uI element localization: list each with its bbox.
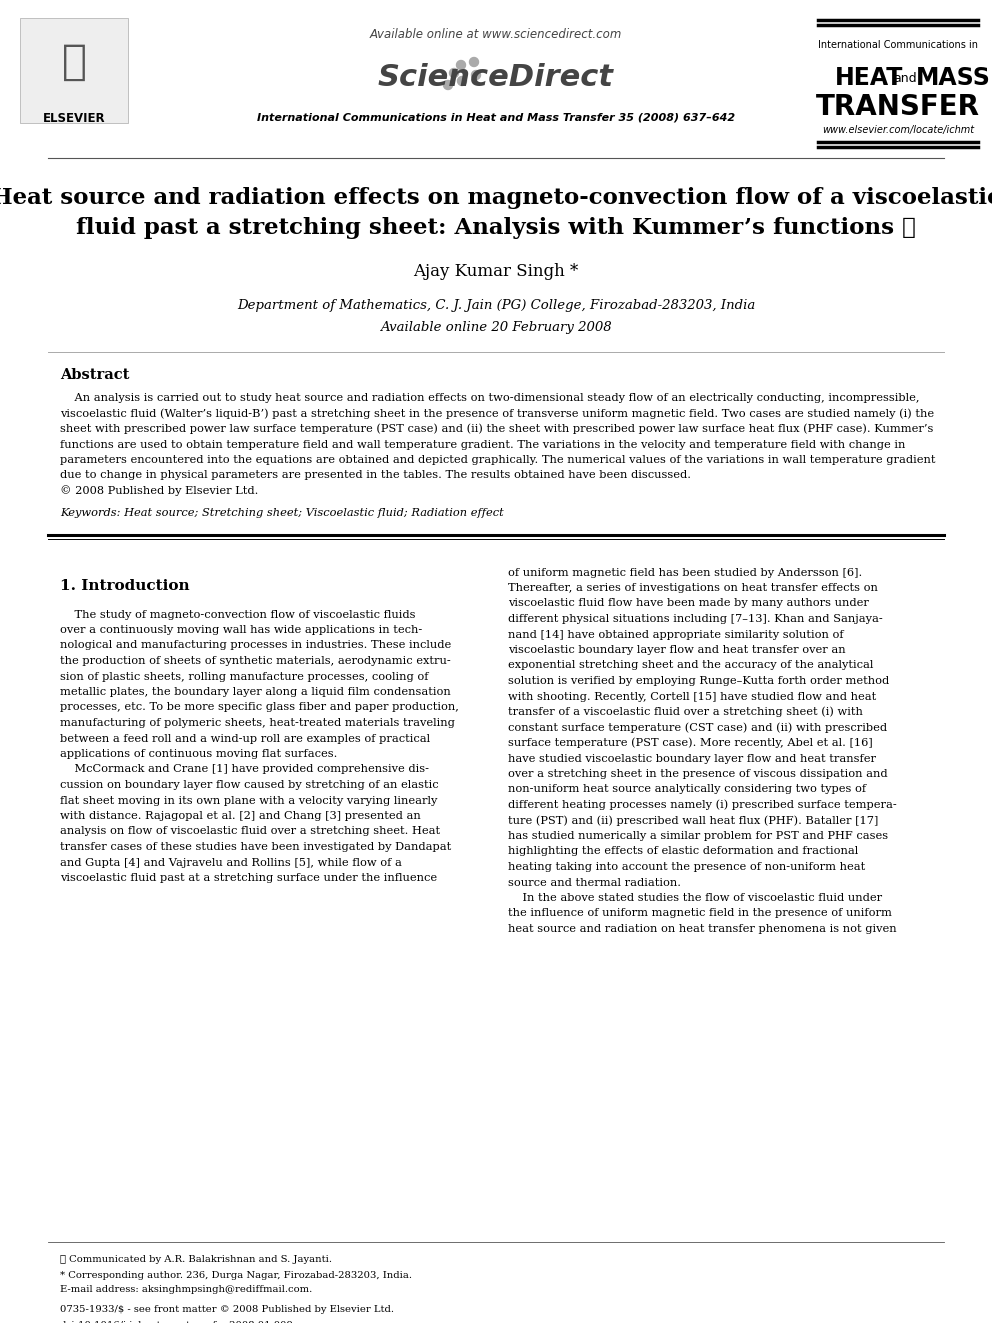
Text: transfer of a viscoelastic fluid over a stretching sheet (i) with: transfer of a viscoelastic fluid over a … [508, 706, 863, 717]
Text: different physical situations including [7–13]. Khan and Sanjaya-: different physical situations including … [508, 614, 883, 624]
Text: An analysis is carried out to study heat source and radiation effects on two-dim: An analysis is carried out to study heat… [60, 393, 920, 404]
Text: parameters encountered into the equations are obtained and depicted graphically.: parameters encountered into the equation… [60, 455, 935, 464]
Text: International Communications in: International Communications in [818, 40, 978, 50]
FancyBboxPatch shape [20, 19, 128, 123]
Text: Thereafter, a series of investigations on heat transfer effects on: Thereafter, a series of investigations o… [508, 583, 878, 593]
Text: and: and [893, 71, 917, 85]
Text: highlighting the effects of elastic deformation and fractional: highlighting the effects of elastic defo… [508, 847, 858, 856]
Circle shape [471, 70, 480, 79]
Text: different heating processes namely (i) prescribed surface tempera-: different heating processes namely (i) p… [508, 799, 897, 810]
Text: transfer cases of these studies have been investigated by Dandapat: transfer cases of these studies have bee… [60, 841, 451, 852]
Text: of uniform magnetic field has been studied by Andersson [6].: of uniform magnetic field has been studi… [508, 568, 862, 578]
Text: ScienceDirect: ScienceDirect [378, 64, 614, 93]
Text: non-uniform heat source analytically considering two types of: non-uniform heat source analytically con… [508, 785, 866, 795]
Text: between a feed roll and a wind-up roll are examples of practical: between a feed roll and a wind-up roll a… [60, 733, 431, 744]
Text: over a stretching sheet in the presence of viscous dissipation and: over a stretching sheet in the presence … [508, 769, 888, 779]
Text: exponential stretching sheet and the accuracy of the analytical: exponential stretching sheet and the acc… [508, 660, 873, 671]
Text: McCormack and Crane [1] have provided comprehensive dis-: McCormack and Crane [1] have provided co… [60, 765, 429, 774]
Text: doi:10.1016/j.icheatmasstransfer.2008.01.009: doi:10.1016/j.icheatmasstransfer.2008.01… [60, 1320, 294, 1323]
Text: has studied numerically a similar problem for PST and PHF cases: has studied numerically a similar proble… [508, 831, 888, 841]
Text: applications of continuous moving flat surfaces.: applications of continuous moving flat s… [60, 749, 337, 759]
Text: Available online at www.sciencedirect.com: Available online at www.sciencedirect.co… [370, 29, 622, 41]
Text: sion of plastic sheets, rolling manufacture processes, cooling of: sion of plastic sheets, rolling manufact… [60, 672, 429, 681]
Text: HEAT: HEAT [835, 66, 904, 90]
Text: nological and manufacturing processes in industries. These include: nological and manufacturing processes in… [60, 640, 451, 651]
Text: nand [14] have obtained appropriate similarity solution of: nand [14] have obtained appropriate simi… [508, 630, 843, 639]
Text: Ajay Kumar Singh *: Ajay Kumar Singh * [414, 263, 578, 280]
Text: processes, etc. To be more specific glass fiber and paper production,: processes, etc. To be more specific glas… [60, 703, 459, 713]
Text: functions are used to obtain temperature field and wall temperature gradient. Th: functions are used to obtain temperature… [60, 439, 906, 450]
Text: 1. Introduction: 1. Introduction [60, 579, 189, 594]
Text: viscoelastic boundary layer flow and heat transfer over an: viscoelastic boundary layer flow and hea… [508, 646, 845, 655]
Text: constant surface temperature (CST case) and (ii) with prescribed: constant surface temperature (CST case) … [508, 722, 887, 733]
Circle shape [456, 61, 465, 70]
Text: viscoelastic fluid (Walter’s liquid-B’) past a stretching sheet in the presence : viscoelastic fluid (Walter’s liquid-B’) … [60, 409, 934, 419]
Circle shape [457, 77, 466, 86]
Text: surface temperature (PST case). More recently, Abel et al. [16]: surface temperature (PST case). More rec… [508, 738, 873, 749]
Text: MASS: MASS [916, 66, 991, 90]
Text: fluid past a stretching sheet: Analysis with Kummer’s functions ☆: fluid past a stretching sheet: Analysis … [76, 217, 916, 239]
Text: flat sheet moving in its own plane with a velocity varying linearly: flat sheet moving in its own plane with … [60, 795, 437, 806]
Text: ★ Communicated by A.R. Balakrishnan and S. Jayanti.: ★ Communicated by A.R. Balakrishnan and … [60, 1256, 332, 1265]
Text: 0735-1933/$ - see front matter © 2008 Published by Elsevier Ltd.: 0735-1933/$ - see front matter © 2008 Pu… [60, 1306, 394, 1315]
Text: www.elsevier.com/locate/ichmt: www.elsevier.com/locate/ichmt [822, 124, 974, 135]
Text: with distance. Rajagopal et al. [2] and Chang [3] presented an: with distance. Rajagopal et al. [2] and … [60, 811, 421, 822]
Text: E-mail address: aksinghmpsingh@rediffmail.com.: E-mail address: aksinghmpsingh@rediffmai… [60, 1286, 312, 1294]
Text: viscoelastic fluid flow have been made by many authors under: viscoelastic fluid flow have been made b… [508, 598, 869, 609]
Text: The study of magneto-convection flow of viscoelastic fluids: The study of magneto-convection flow of … [60, 610, 416, 619]
Text: ture (PST) and (ii) prescribed wall heat flux (PHF). Bataller [17]: ture (PST) and (ii) prescribed wall heat… [508, 815, 878, 826]
Text: Available online 20 February 2008: Available online 20 February 2008 [380, 321, 612, 335]
Text: analysis on flow of viscoelastic fluid over a stretching sheet. Heat: analysis on flow of viscoelastic fluid o… [60, 827, 440, 836]
Text: Keywords: Heat source; Stretching sheet; Viscoelastic fluid; Radiation effect: Keywords: Heat source; Stretching sheet;… [60, 508, 504, 517]
Text: solution is verified by employing Runge–Kutta forth order method: solution is verified by employing Runge–… [508, 676, 889, 687]
Text: viscoelastic fluid past at a stretching surface under the influence: viscoelastic fluid past at a stretching … [60, 873, 437, 882]
Text: the production of sheets of synthetic materials, aerodynamic extru-: the production of sheets of synthetic ma… [60, 656, 450, 665]
Text: the influence of uniform magnetic field in the presence of uniform: the influence of uniform magnetic field … [508, 909, 892, 918]
Text: In the above stated studies the flow of viscoelastic fluid under: In the above stated studies the flow of … [508, 893, 882, 904]
Text: Abstract: Abstract [60, 368, 129, 382]
Text: sheet with prescribed power law surface temperature (PST case) and (ii) the shee: sheet with prescribed power law surface … [60, 423, 933, 434]
Text: TRANSFER: TRANSFER [816, 93, 980, 120]
Text: ELSEVIER: ELSEVIER [43, 111, 105, 124]
Text: with shooting. Recently, Cortell [15] have studied flow and heat: with shooting. Recently, Cortell [15] ha… [508, 692, 876, 701]
Text: 🌳: 🌳 [62, 41, 86, 83]
Text: and Gupta [4] and Vajravelu and Rollins [5], while flow of a: and Gupta [4] and Vajravelu and Rollins … [60, 857, 402, 868]
Circle shape [449, 69, 458, 78]
Text: over a continuously moving wall has wide applications in tech-: over a continuously moving wall has wide… [60, 624, 423, 635]
Text: International Communications in Heat and Mass Transfer 35 (2008) 637–642: International Communications in Heat and… [257, 112, 735, 123]
Text: due to change in physical parameters are presented in the tables. The results ob: due to change in physical parameters are… [60, 471, 691, 480]
Text: Heat source and radiation effects on magneto-convection flow of a viscoelastic: Heat source and radiation effects on mag… [0, 187, 992, 209]
Text: * Corresponding author. 236, Durga Nagar, Firozabad-283203, India.: * Corresponding author. 236, Durga Nagar… [60, 1270, 412, 1279]
Text: have studied viscoelastic boundary layer flow and heat transfer: have studied viscoelastic boundary layer… [508, 754, 876, 763]
Text: © 2008 Published by Elsevier Ltd.: © 2008 Published by Elsevier Ltd. [60, 486, 258, 496]
Text: Department of Mathematics, C. J. Jain (PG) College, Firozabad-283203, India: Department of Mathematics, C. J. Jain (P… [237, 299, 755, 311]
Text: manufacturing of polymeric sheets, heat-treated materials traveling: manufacturing of polymeric sheets, heat-… [60, 718, 455, 728]
Text: metallic plates, the boundary layer along a liquid film condensation: metallic plates, the boundary layer alon… [60, 687, 450, 697]
Text: cussion on boundary layer flow caused by stretching of an elastic: cussion on boundary layer flow caused by… [60, 781, 438, 790]
Circle shape [469, 57, 478, 66]
Text: heating taking into account the presence of non-uniform heat: heating taking into account the presence… [508, 863, 865, 872]
Text: heat source and radiation on heat transfer phenomena is not given: heat source and radiation on heat transf… [508, 923, 897, 934]
Text: source and thermal radiation.: source and thermal radiation. [508, 877, 681, 888]
Circle shape [443, 81, 452, 90]
